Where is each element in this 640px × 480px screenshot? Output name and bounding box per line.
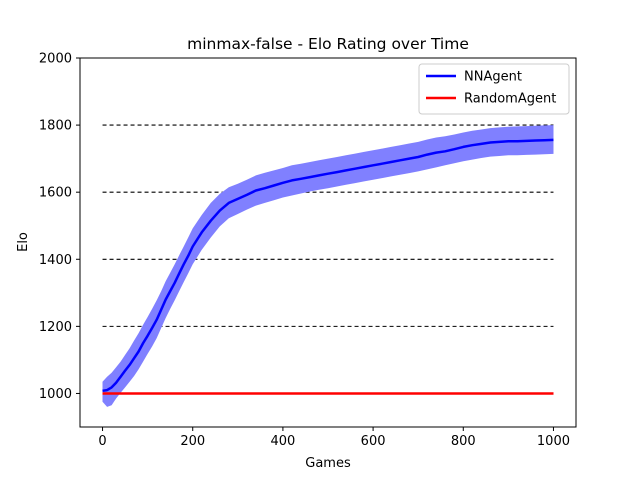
chart-title: minmax-false - Elo Rating over Time bbox=[187, 35, 469, 53]
x-tick-label: 200 bbox=[180, 434, 205, 449]
x-tick-label: 400 bbox=[270, 434, 295, 449]
x-axis-label: Games bbox=[305, 456, 351, 471]
y-tick-label: 1200 bbox=[39, 320, 72, 335]
y-tick-label: 1600 bbox=[39, 186, 72, 201]
y-tick-label: 1800 bbox=[39, 119, 72, 134]
x-tick-label: 1000 bbox=[537, 434, 570, 449]
x-tick-label: 800 bbox=[451, 434, 476, 449]
y-tick-label: 1400 bbox=[39, 253, 72, 268]
x-tick-label: 600 bbox=[361, 434, 386, 449]
axes-frame bbox=[79, 57, 577, 428]
y-tick-label: 1000 bbox=[39, 387, 72, 402]
nnagent-band bbox=[102, 125, 554, 407]
legend-box bbox=[418, 63, 570, 115]
plot-area bbox=[102, 124, 554, 407]
x-tick-label: 0 bbox=[98, 434, 106, 449]
legend-label-randomagent: RandomAgent bbox=[464, 92, 556, 107]
legend: NNAgent RandomAgent bbox=[418, 63, 570, 115]
y-tick-label: 2000 bbox=[39, 52, 72, 67]
series-line-nnagent bbox=[102, 138, 554, 393]
y-axis-label: Elo bbox=[16, 232, 31, 252]
axis-ticks: 0 200 400 600 800 1000 1000 1200 1400 1600 1800 200… bbox=[39, 52, 570, 450]
legend-label-nnagent: NNAgent bbox=[464, 70, 522, 85]
